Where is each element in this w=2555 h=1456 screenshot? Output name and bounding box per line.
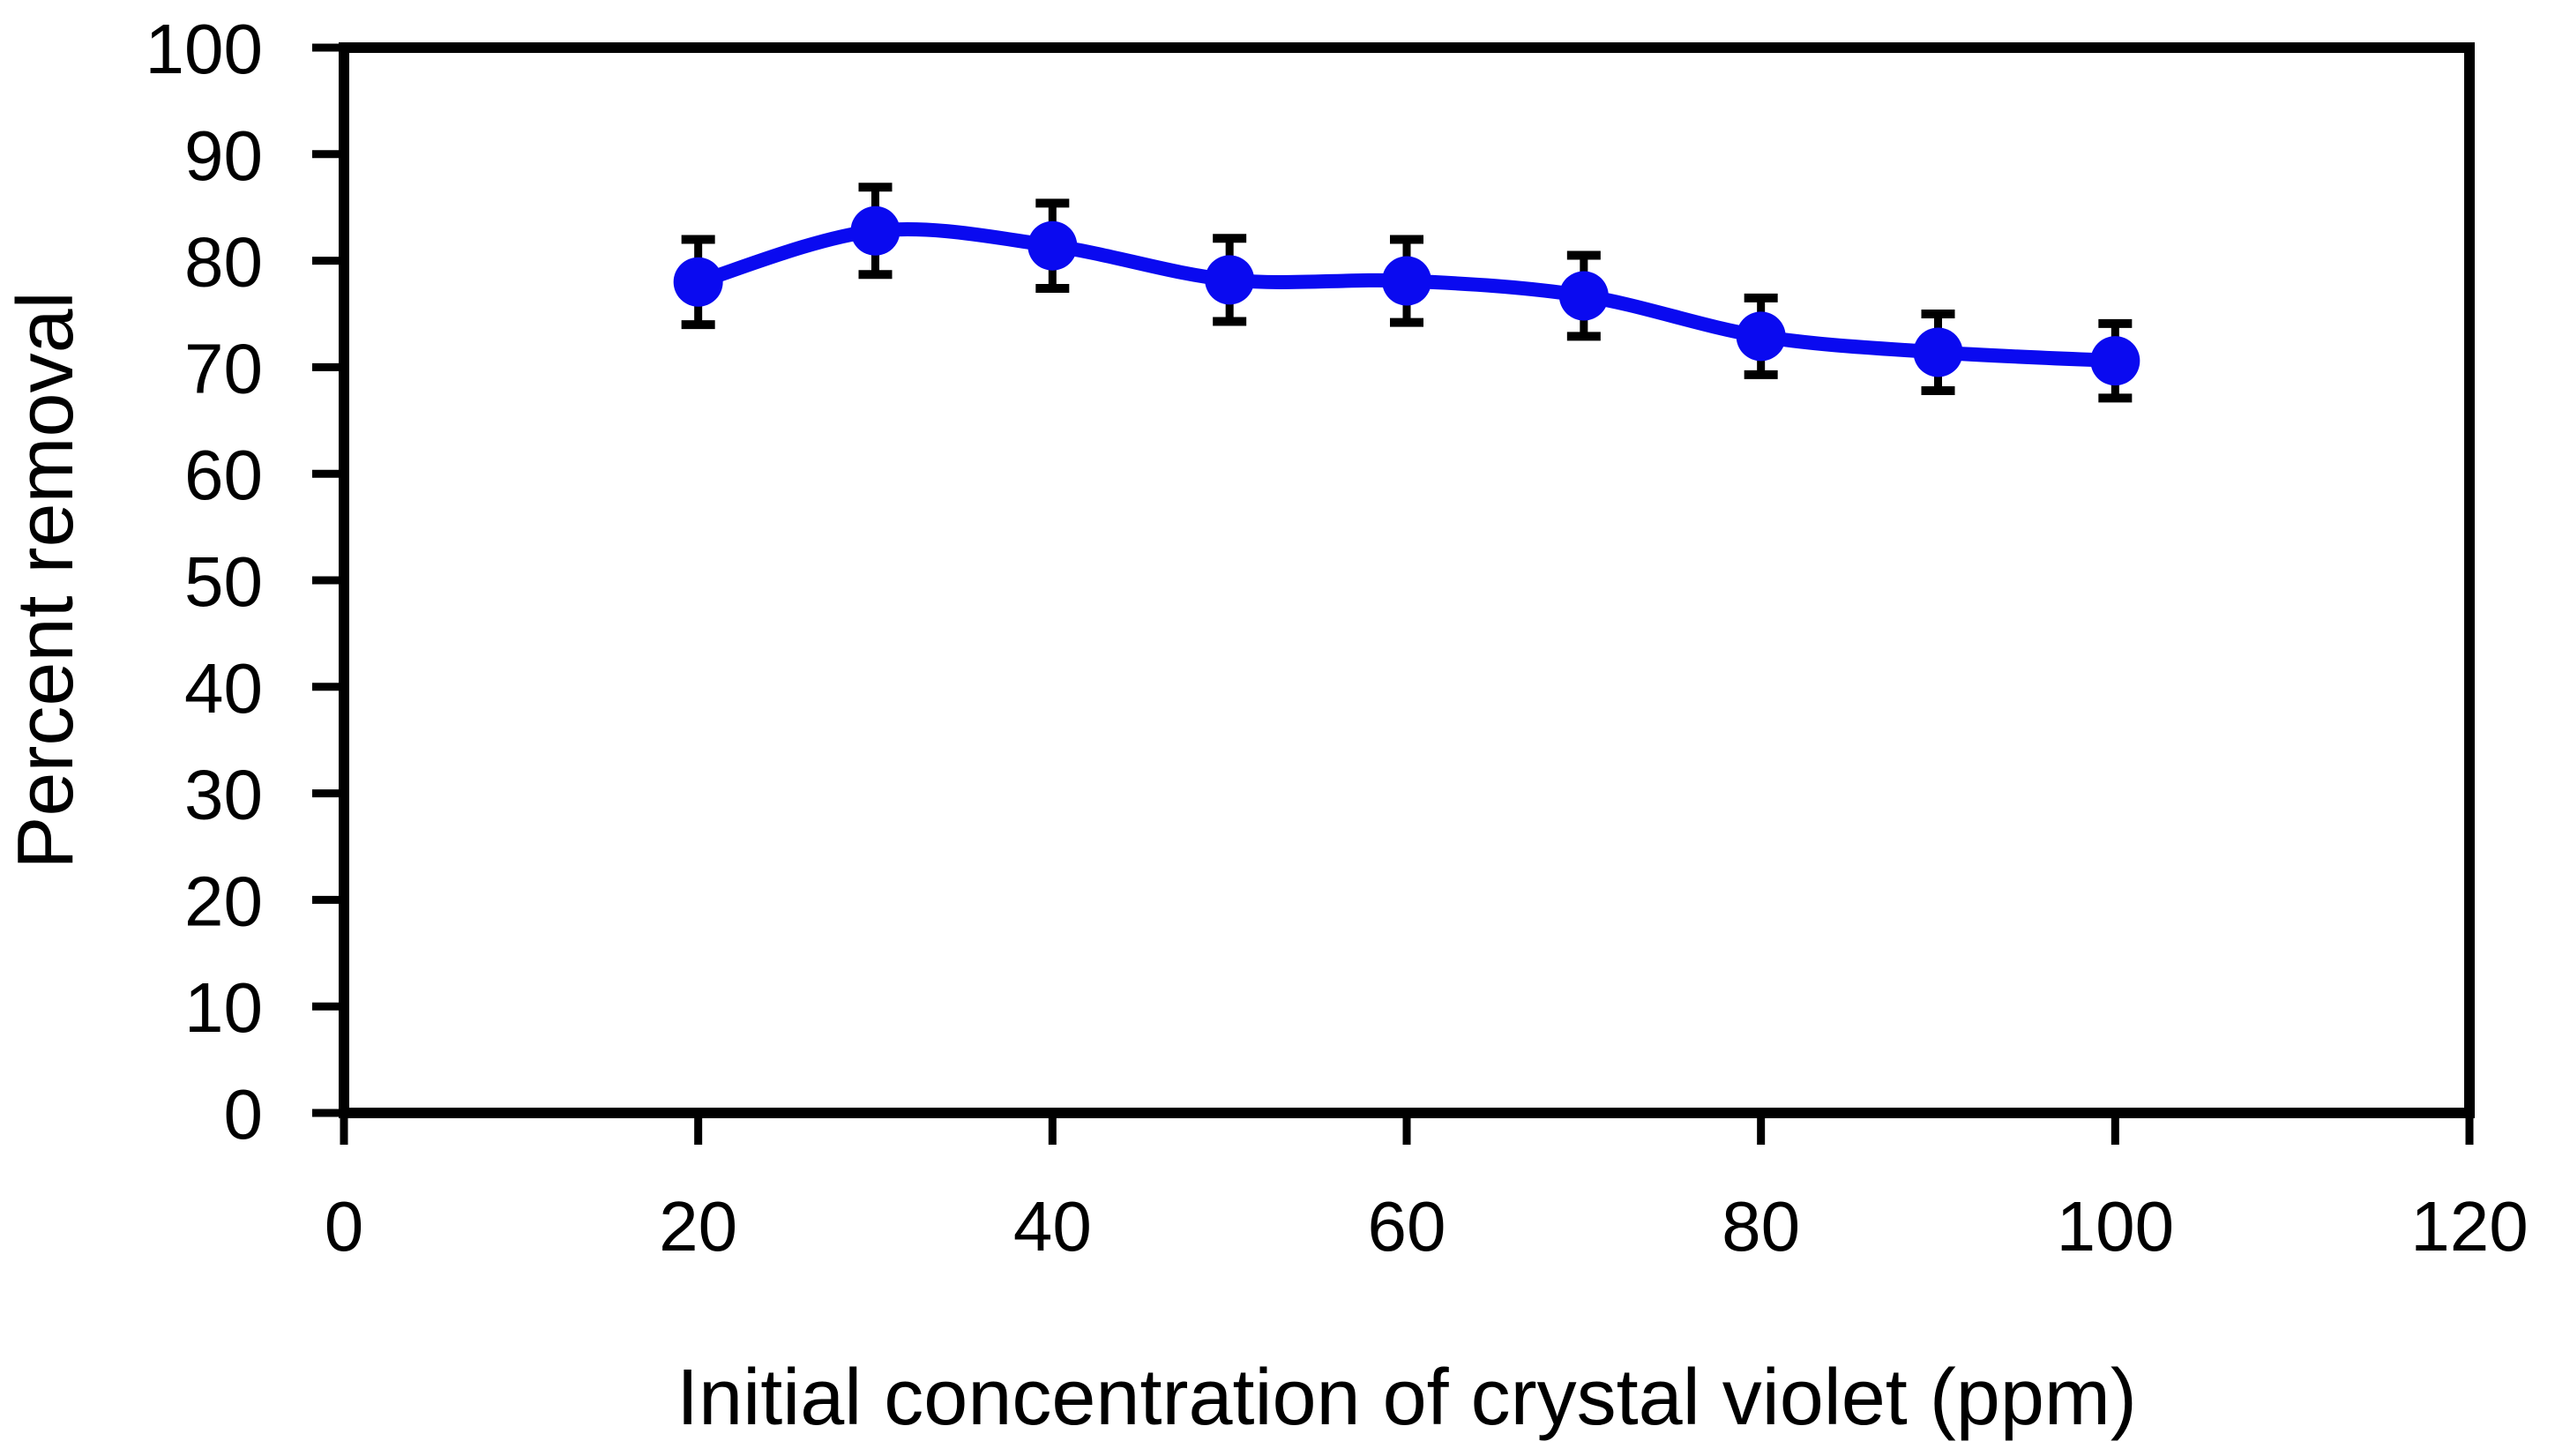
y-tick-label: 50 [184, 542, 263, 621]
data-point [673, 257, 723, 307]
x-axis-title: Initial concentration of crystal violet … [676, 1354, 2137, 1442]
x-tick-label: 80 [1722, 1187, 1800, 1266]
x-tick-label: 20 [659, 1187, 737, 1266]
data-point [850, 205, 900, 256]
y-tick-label: 60 [184, 436, 263, 514]
data-point [1382, 256, 1431, 306]
x-tick-label: 60 [1368, 1187, 1446, 1266]
data-point [1913, 327, 1963, 377]
data-point [1558, 271, 1609, 321]
y-tick-label: 100 [146, 10, 263, 88]
y-tick-label: 80 [184, 223, 263, 302]
y-tick-label: 40 [184, 649, 263, 728]
y-tick-label: 0 [224, 1075, 264, 1154]
x-tick-label: 0 [325, 1187, 364, 1266]
data-point [1027, 220, 1078, 271]
data-point [2090, 336, 2140, 386]
y-tick-label: 10 [184, 968, 263, 1047]
x-tick-label: 100 [2057, 1187, 2174, 1266]
y-tick-label: 90 [184, 116, 263, 195]
x-tick-label: 120 [2410, 1187, 2528, 1266]
y-tick-label: 20 [184, 862, 263, 940]
plot-border [339, 42, 2475, 1118]
y-axis-title: Percent removal [2, 291, 90, 870]
data-point [1205, 255, 1255, 305]
y-tick-label: 70 [184, 329, 263, 407]
y-tick-label: 30 [184, 756, 263, 834]
data-point [1736, 311, 1786, 362]
x-tick-label: 40 [1013, 1187, 1092, 1266]
